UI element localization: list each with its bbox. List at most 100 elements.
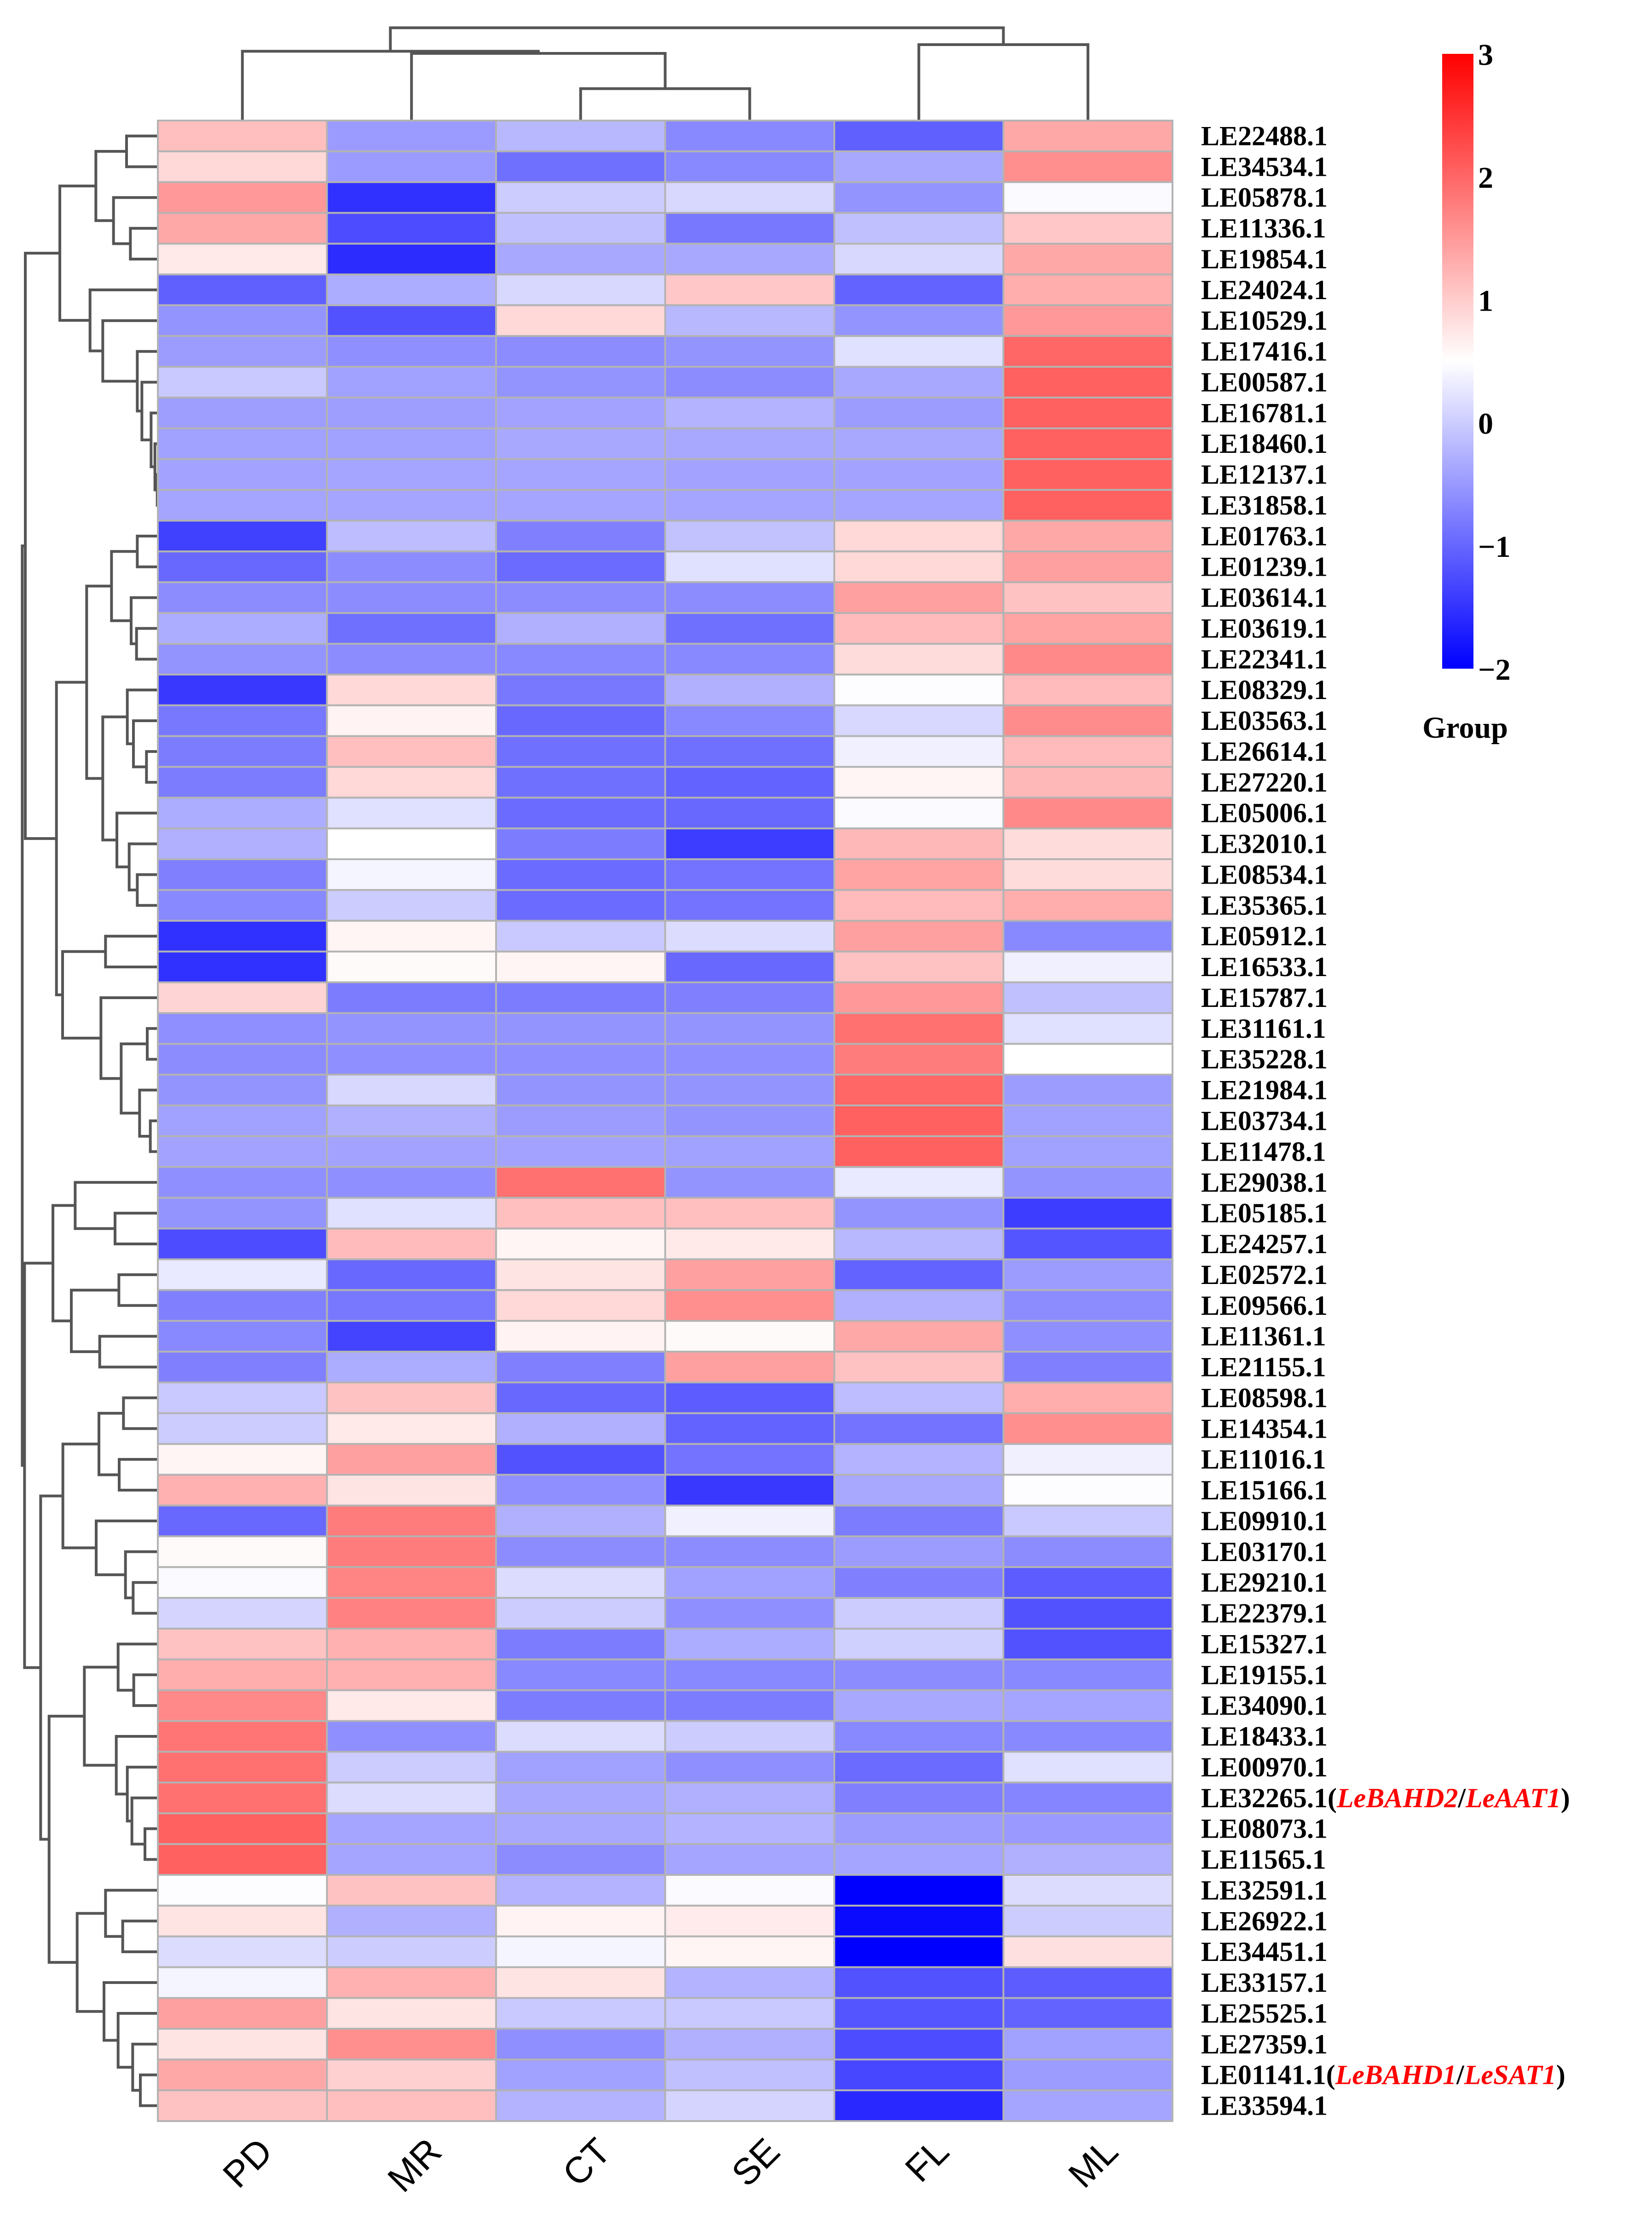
- heatmap-cell: [833, 950, 1005, 983]
- heatmap-cell: [1002, 1474, 1173, 1507]
- row-label: LE00587.1: [1201, 367, 1328, 397]
- row-label: LE22341.1: [1201, 644, 1328, 674]
- row-label: LE05185.1: [1201, 1198, 1328, 1228]
- row-label: LE03563.1: [1201, 705, 1328, 736]
- gene-name: LeAAT1: [1465, 1783, 1561, 1813]
- heatmap-cell: [833, 1074, 1005, 1107]
- dendrogram-branch: [122, 1396, 158, 1430]
- heatmap-cell: [326, 858, 497, 891]
- heatmap-cell: [495, 1966, 666, 1999]
- heatmap-cell: [833, 1135, 1005, 1168]
- dendrogram-branch: [39, 1494, 63, 1841]
- heatmap-cell: [833, 1689, 1005, 1722]
- heatmap-cell: [495, 1012, 666, 1045]
- row-label: LE03170.1: [1201, 1537, 1328, 1567]
- dendrogram-branch: [241, 50, 540, 121]
- gene-id: LE22341.1: [1201, 644, 1328, 674]
- dendrogram-branch: [146, 1027, 158, 1061]
- heatmap-cell: [664, 396, 835, 429]
- legend-title: Group: [1422, 711, 1508, 745]
- heatmap-cell: [833, 396, 1005, 429]
- row-label: LE12137.1: [1201, 459, 1328, 490]
- gene-id: LE29210.1: [1201, 1567, 1328, 1598]
- heatmap-cell: [157, 1812, 328, 1845]
- heatmap-cell: [157, 1966, 328, 1999]
- heatmap-cell: [495, 673, 666, 706]
- row-label: LE05878.1: [1201, 182, 1328, 213]
- heatmap-cell: [157, 458, 328, 491]
- heatmap-cell: [495, 1535, 666, 1568]
- heatmap-cell: [833, 1843, 1005, 1876]
- dendrogram-branch: [116, 811, 158, 868]
- gene-id: LE31858.1: [1201, 490, 1328, 520]
- column-label: ML: [1061, 2130, 1126, 2196]
- heatmap-cell: [495, 1474, 666, 1507]
- heatmap-cell: [326, 1289, 497, 1322]
- heatmap-cell: [664, 1351, 835, 1383]
- legend-tick-label: 3: [1478, 38, 1493, 72]
- heatmap-cell: [157, 858, 328, 891]
- gene-id: LE05878.1: [1201, 182, 1328, 213]
- heatmap-cell: [157, 1935, 328, 1968]
- heatmap-cell: [157, 212, 328, 245]
- gene-id: LE32265.1: [1201, 1783, 1328, 1813]
- heatmap-cell: [157, 1166, 328, 1199]
- gene-id: LE35228.1: [1201, 1044, 1328, 1075]
- heatmap-cell: [664, 981, 835, 1014]
- heatmap-cell: [157, 581, 328, 614]
- dendrogram-branch: [110, 550, 138, 622]
- heatmap-cell: [833, 612, 1005, 645]
- dendrogram-branch: [95, 1519, 158, 1576]
- heatmap-cell: [833, 1781, 1005, 1815]
- heatmap-cell: [157, 1997, 328, 2030]
- heatmap-cell: [495, 489, 666, 522]
- heatmap-cell: [1002, 1535, 1173, 1568]
- row-label: LE31858.1: [1201, 490, 1328, 520]
- heatmap-cell: [157, 1074, 328, 1107]
- slash: /: [1456, 2060, 1465, 2090]
- legend-ticks: 3 2 1 0 −1 −2: [1478, 38, 1511, 687]
- row-label: LE22379.1: [1201, 1598, 1328, 1629]
- heatmap-cell: [157, 1504, 328, 1538]
- heatmap-cell: [157, 673, 328, 706]
- heatmap-cell: [495, 766, 666, 799]
- heatmap-cell: [495, 858, 666, 891]
- heatmap-cell: [664, 766, 835, 799]
- heatmap-cell: [664, 950, 835, 983]
- gene-id: LE34451.1: [1201, 1937, 1328, 1967]
- gene-id: LE11016.1: [1201, 1444, 1326, 1475]
- row-label: LE08534.1: [1201, 859, 1328, 890]
- row-label: LE35365.1: [1201, 890, 1328, 920]
- gene-id: LE09566.1: [1201, 1290, 1328, 1321]
- dendrogram-branch: [114, 1212, 158, 1246]
- heatmap-cell: [326, 1781, 497, 1815]
- heatmap-cell: [833, 1997, 1005, 2030]
- dendrogram-branch: [145, 750, 158, 784]
- heatmap-cell: [326, 981, 497, 1014]
- heatmap-cell: [326, 1751, 497, 1784]
- row-label: LE11336.1: [1201, 213, 1326, 243]
- gene-id: LE14354.1: [1201, 1413, 1328, 1444]
- heatmap-cell: [326, 735, 497, 768]
- heatmap-cell: [495, 2059, 666, 2092]
- heatmap-cell: [495, 1258, 666, 1291]
- heatmap-cell: [1002, 1689, 1173, 1722]
- heatmap-cell: [495, 950, 666, 983]
- heatmap-cell: [326, 827, 497, 861]
- heatmap-cell: [495, 642, 666, 676]
- heatmap-cell: [1002, 1966, 1173, 1999]
- heatmap-cell: [326, 1474, 497, 1507]
- heatmap-cell: [833, 735, 1005, 768]
- heatmap-cell: [326, 335, 497, 368]
- heatmap-cell: [664, 735, 835, 768]
- heatmap-cell: [157, 1904, 328, 1937]
- heatmap-cell: [326, 1627, 497, 1660]
- gene-id: LE05912.1: [1201, 921, 1328, 951]
- gene-id: LE02572.1: [1201, 1260, 1328, 1290]
- heatmap-cell: [495, 1043, 666, 1076]
- gene-id: LE19155.1: [1201, 1660, 1328, 1690]
- heatmap-cell: [833, 273, 1005, 306]
- heatmap-cell: [1002, 1720, 1173, 1753]
- heatmap-cell: [157, 735, 328, 768]
- heatmap-cell: [1002, 2089, 1173, 2122]
